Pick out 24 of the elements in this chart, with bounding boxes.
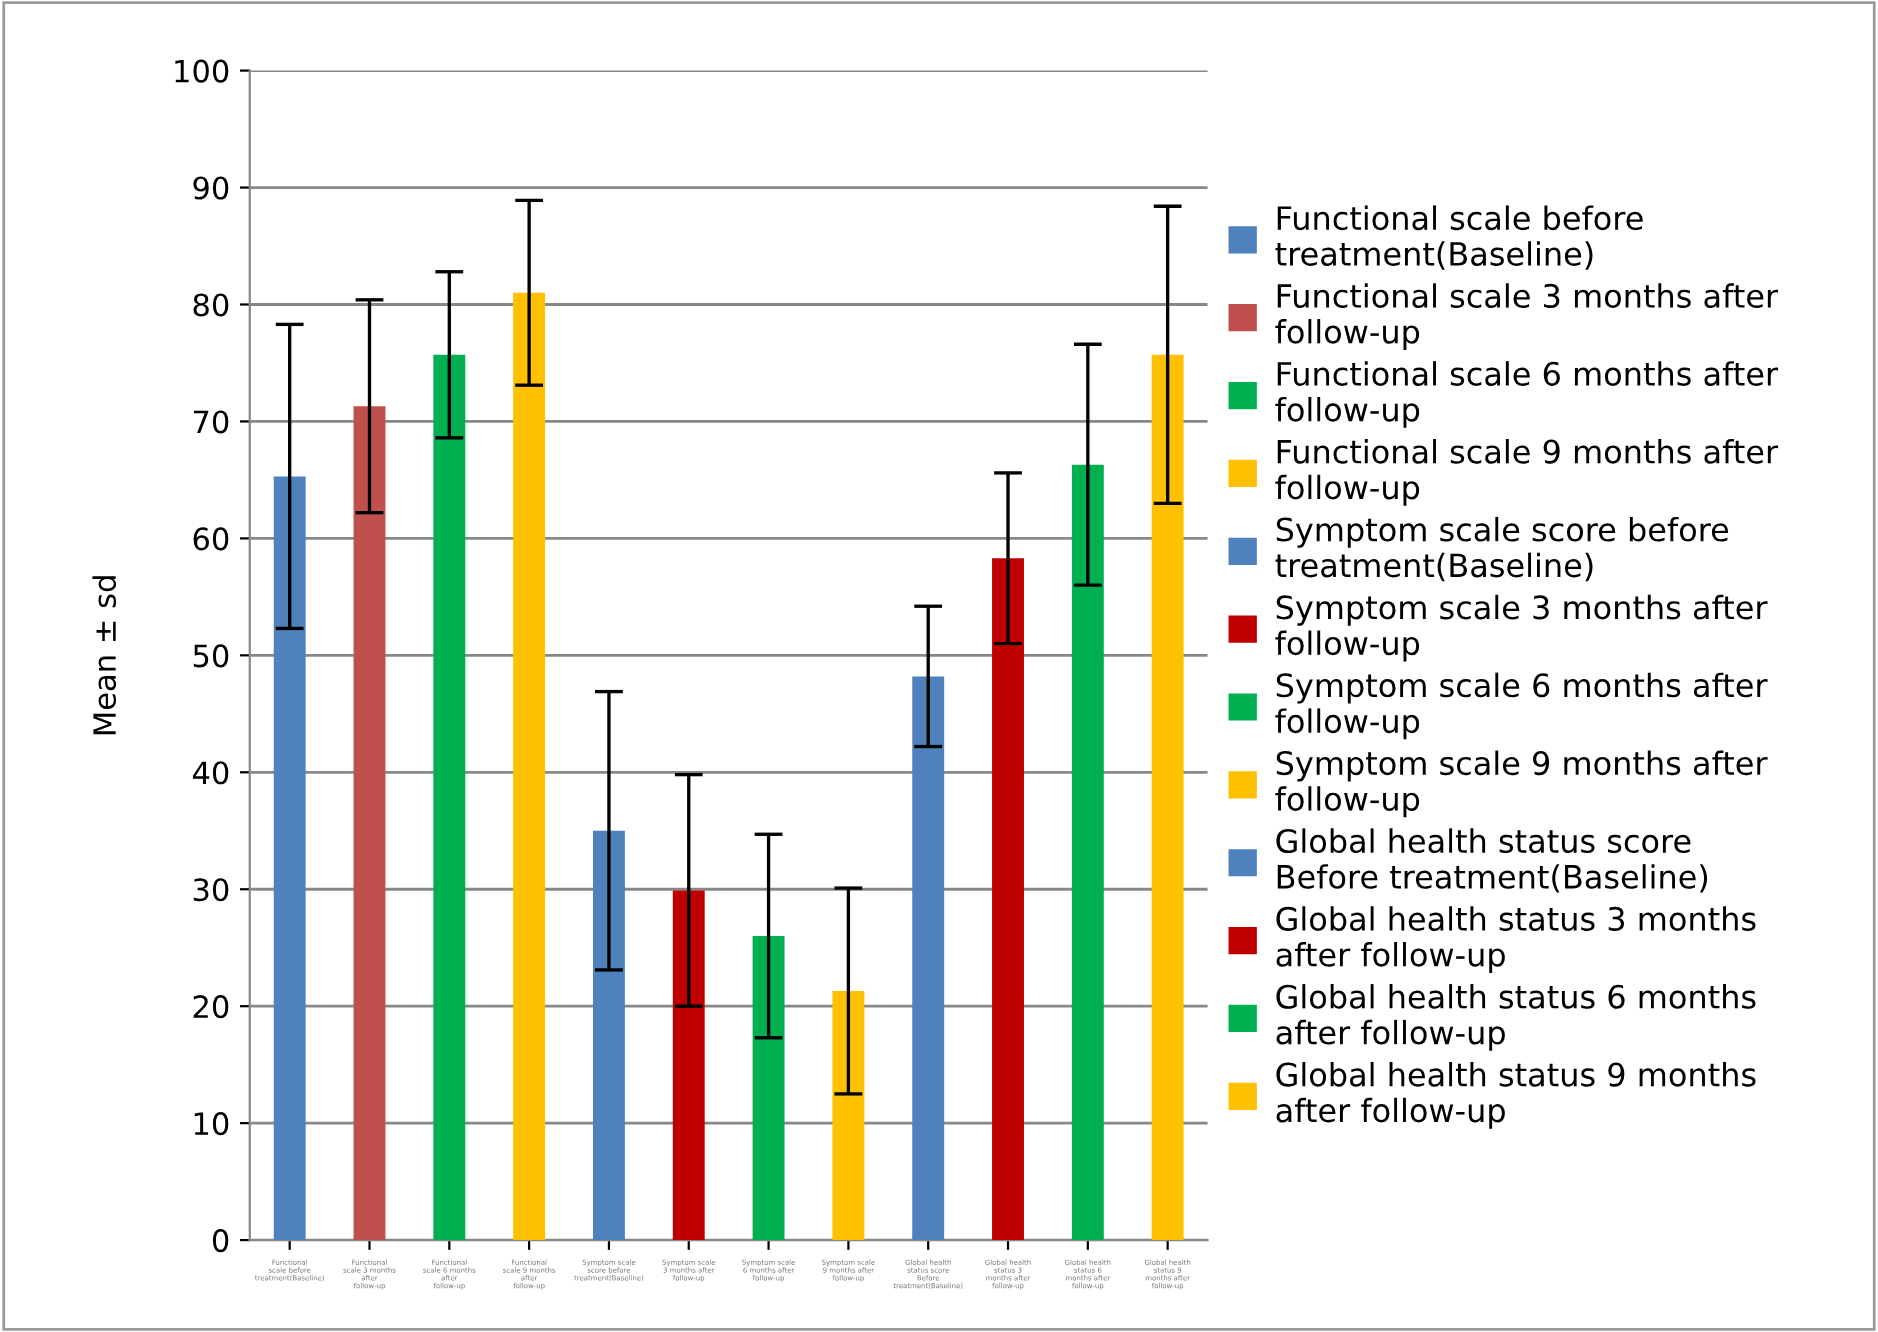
y-tick-label: 80	[193, 293, 229, 317]
y-tick-label: 100	[175, 59, 229, 83]
y-tick-label: 90	[193, 176, 229, 200]
legend-label: Functional scale 6 months after follow-up	[1275, 361, 1779, 428]
y-tick-label: 50	[193, 644, 229, 668]
y-tick-label: 10	[194, 1112, 229, 1136]
legend-label: Symptom scale 3 months after follow-up	[1275, 594, 1768, 662]
y-tick-label: 70	[193, 410, 229, 434]
legend-label: Symptom scale 9 months after follow-up	[1275, 750, 1768, 818]
y-tick-label: 30	[193, 878, 229, 902]
legend-label: Functional scale 3 months after follow-up	[1275, 283, 1779, 350]
y-tick-label: 0	[212, 1229, 229, 1253]
legend-label: Global health status 9 months after follow-up	[1276, 1061, 1756, 1129]
y-axis-title: Mean ± sd	[92, 576, 117, 735]
y-tick-label: 60	[193, 527, 229, 551]
legend-label: Global health status 6 months after follow-up	[1276, 984, 1756, 1051]
y-tick-label: 20	[193, 995, 229, 1019]
y-tick-label: 40	[192, 761, 229, 785]
legend-label: Symptom scale score before treatment(Baseline)	[1275, 516, 1729, 582]
legend-label: Symptom scale 6 months after follow-up	[1275, 672, 1768, 740]
legend-label: Functional scale 9 months after follow-up	[1275, 439, 1779, 506]
legend-label: Functional scale before treatment(Baseline)	[1275, 205, 1643, 270]
legend-label: Global health status score Before treatment(Baseline)	[1276, 828, 1708, 893]
legend-label: Global health status 3 months after follow-up	[1276, 906, 1756, 973]
